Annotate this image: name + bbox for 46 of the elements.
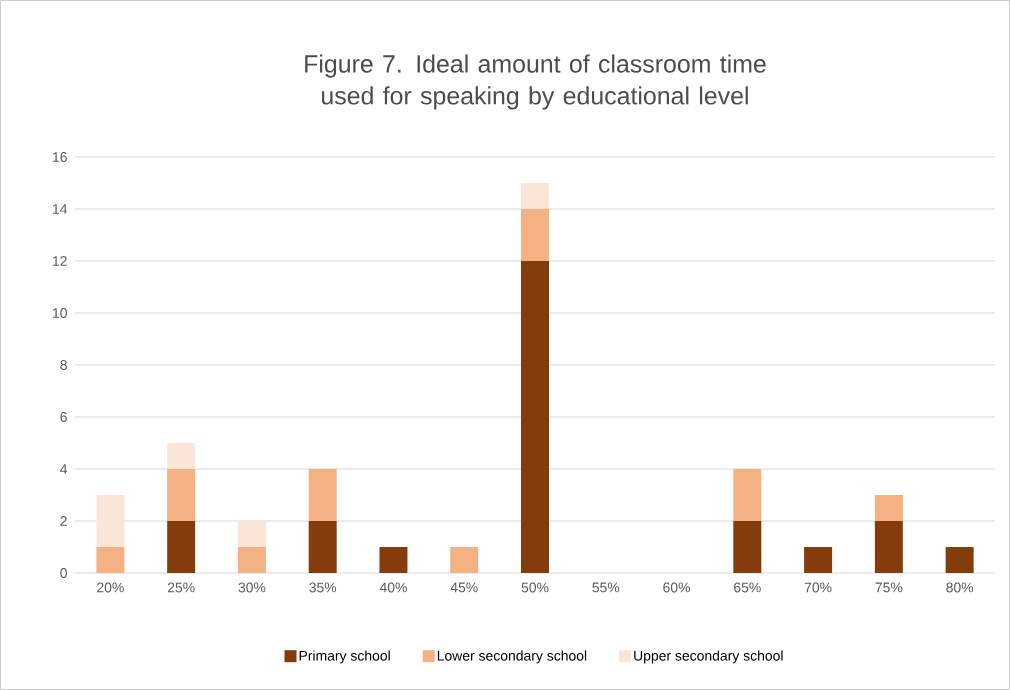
x-tick-label: 60% [663,582,690,593]
y-tick-label: 8 [60,360,67,370]
bar [521,261,549,573]
x-tick-label: 75% [875,582,903,593]
bar [237,521,266,547]
y-tick-label: 6 [60,412,67,422]
x-tick-label: 50% [521,582,549,593]
bar [874,521,903,573]
bar [167,521,196,573]
y-tick-label: 16 [53,152,67,162]
y-tick-label: 14 [53,204,68,214]
bar [521,209,549,261]
y-tick-label: 2 [60,516,67,526]
bar [379,547,408,573]
y-tick-label: 0 [60,568,67,578]
x-tick-label: 35% [309,582,337,593]
legend-label: Upper secondary school [634,650,783,664]
y-tick-label: 12 [53,256,67,266]
x-tick-label: 55% [592,582,620,593]
x-tick-label: 40% [379,582,407,593]
bar [733,469,762,521]
x-tick-label: 80% [946,582,974,593]
x-tick-label: 70% [804,582,832,593]
bar [237,547,266,573]
bar [521,183,549,209]
x-tick-label: 30% [238,582,266,593]
legend-label: Lower secondary school [437,650,587,664]
chart-title: Figure 7. Ideal amount of classroom time used for speaking by educational level [305,54,766,110]
bar [733,521,762,573]
x-tick-label: 65% [734,582,761,593]
y-tick-label: 10 [53,308,67,318]
bar [167,443,196,469]
x-tick-label: 45% [450,582,478,593]
bar [450,547,479,573]
legend-label: Primary school [299,650,390,664]
bar [804,547,833,573]
y-tick-label: 4 [60,464,68,474]
bar [308,469,337,521]
bar [167,469,196,521]
x-tick-label: 20% [97,582,124,593]
bar [96,547,125,573]
bar [945,547,974,573]
bar [96,495,125,547]
x-tick-label: 25% [167,582,195,593]
bar [874,495,903,521]
bar [308,521,337,573]
